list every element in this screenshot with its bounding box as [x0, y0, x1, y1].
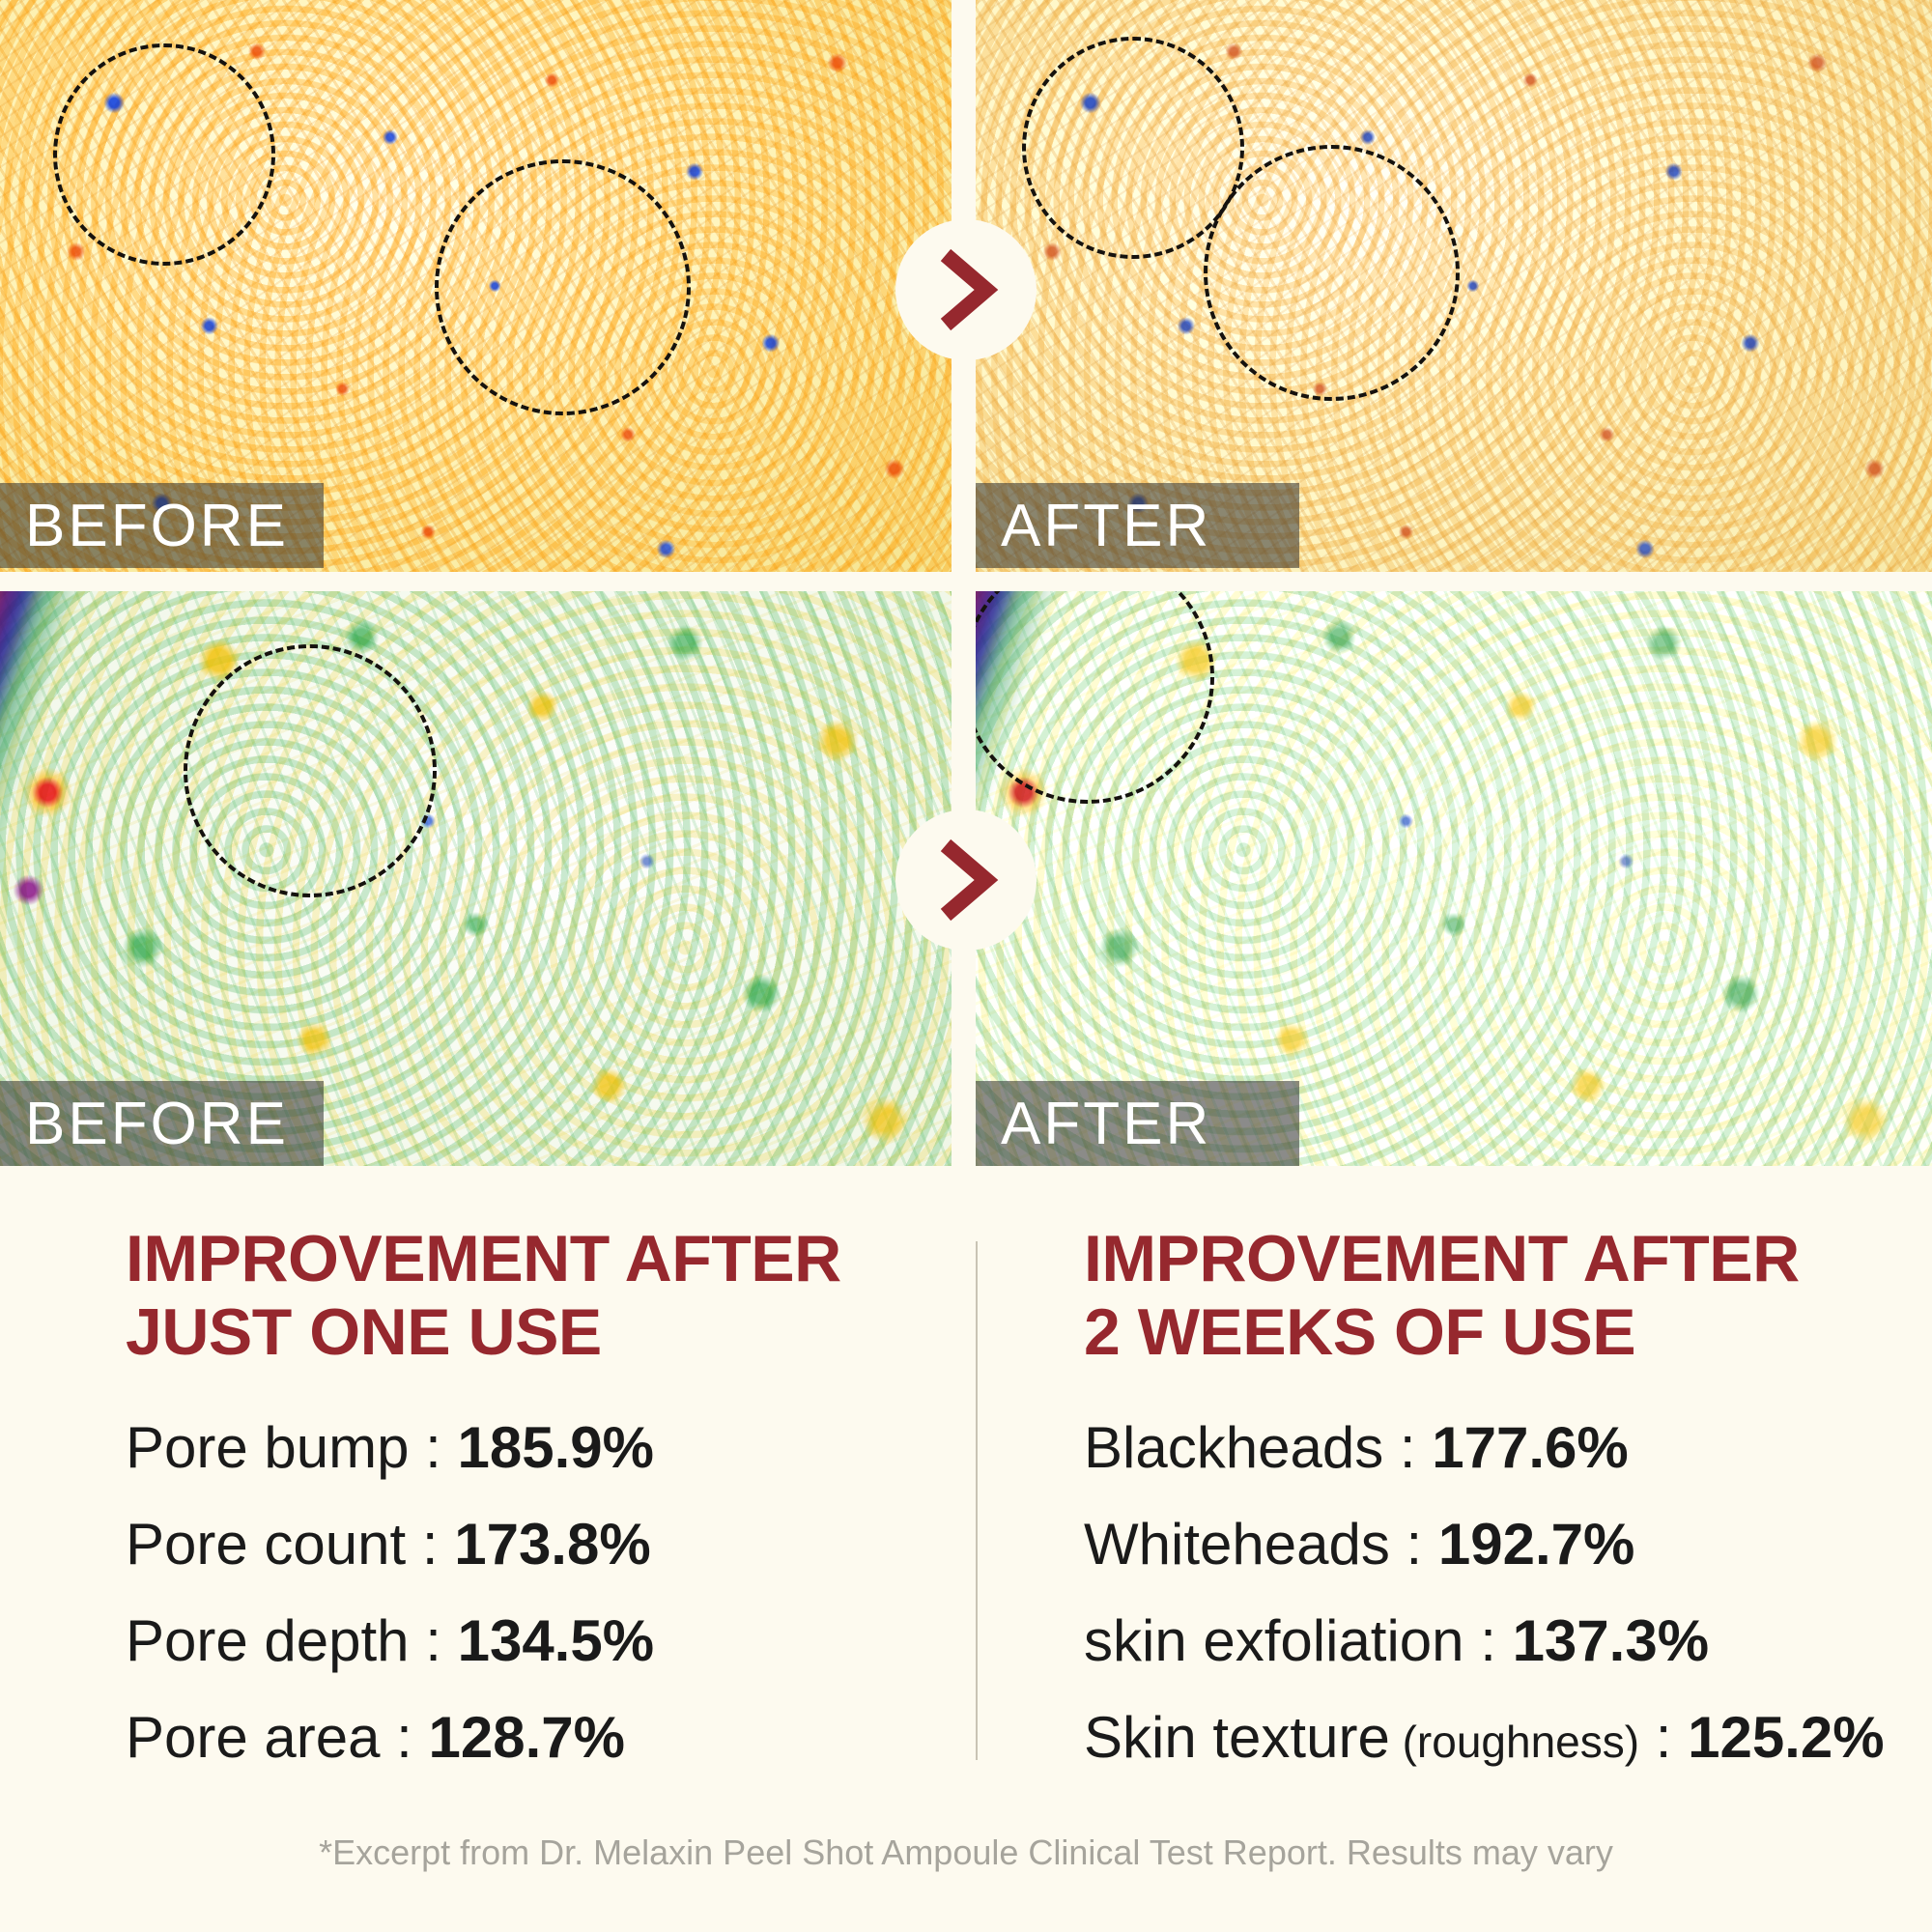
stat-value: 125.2%: [1688, 1705, 1885, 1771]
stat-list: Blackheads : 177.6% Whiteheads : 192.7% …: [1084, 1419, 1915, 1767]
analysis-circle: [976, 591, 1214, 804]
stat-row: Pore area : 128.7%: [126, 1709, 956, 1767]
footnote: *Excerpt from Dr. Melaxin Peel Shot Ampo…: [319, 1833, 1613, 1872]
stat-separator: :: [1639, 1705, 1689, 1771]
before-label-text: BEFORE: [25, 1090, 289, 1157]
results-section: IMPROVEMENT AFTER JUST ONE USE Pore bump…: [0, 1166, 1932, 1932]
stat-value: 173.8%: [454, 1512, 651, 1577]
stat-separator: :: [409, 1415, 458, 1481]
column-heading: IMPROVEMENT AFTER JUST ONE USE: [126, 1222, 841, 1370]
panel-texture-before: [0, 591, 952, 1166]
panel-pore-after: [976, 0, 1932, 572]
analysis-circle: [435, 159, 691, 415]
stat-value: 185.9%: [457, 1415, 655, 1481]
skin-map-image: [0, 591, 952, 1166]
stat-row: Whiteheads : 192.7%: [1084, 1516, 1915, 1574]
stat-label: skin exfoliation: [1084, 1608, 1464, 1674]
column-heading: IMPROVEMENT AFTER 2 WEEKS OF USE: [1084, 1222, 1800, 1370]
results-column-one-use: IMPROVEMENT AFTER JUST ONE USE Pore bump…: [126, 1222, 956, 1805]
analysis-circle: [1022, 37, 1244, 259]
stat-separator: :: [1463, 1608, 1513, 1674]
stat-label: Pore count: [126, 1512, 407, 1577]
progress-arrow-badge-bottom: [895, 810, 1037, 951]
stat-list: Pore bump : 185.9% Pore count : 173.8% P…: [126, 1419, 956, 1767]
stat-row: Pore bump : 185.9%: [126, 1419, 956, 1477]
stat-label: Whiteheads: [1084, 1512, 1390, 1577]
analysis-circle: [1204, 145, 1460, 401]
before-label-bottom: BEFORE: [0, 1081, 324, 1166]
results-columns: IMPROVEMENT AFTER JUST ONE USE Pore bump…: [0, 1222, 1932, 1821]
stat-separator: :: [1389, 1512, 1438, 1577]
stat-value: 134.5%: [457, 1608, 655, 1674]
stat-value: 137.3%: [1512, 1608, 1710, 1674]
panel-pore-before: [0, 0, 952, 572]
stat-separator: :: [409, 1608, 458, 1674]
stat-row: Pore count : 173.8%: [126, 1516, 956, 1574]
stat-sublabel: (roughness): [1389, 1717, 1640, 1768]
stat-row: Skin texture (roughness) : 125.2%: [1084, 1709, 1915, 1767]
stat-label: Pore bump: [126, 1415, 410, 1481]
stat-label: Skin texture: [1084, 1705, 1390, 1771]
before-after-grid: BEFORE AFTER BEFORE AFTER: [0, 0, 1932, 1166]
stat-value: 192.7%: [1437, 1512, 1635, 1577]
stat-separator: :: [1383, 1415, 1433, 1481]
chevron-right-icon: [930, 836, 1002, 924]
grid-gutter-horizontal: [0, 572, 1932, 591]
after-label-top: AFTER: [976, 483, 1299, 568]
stat-row: Pore depth : 134.5%: [126, 1612, 956, 1670]
stat-value: 177.6%: [1432, 1415, 1629, 1481]
stat-label: Blackheads: [1084, 1415, 1384, 1481]
chevron-right-icon: [930, 245, 1002, 334]
after-label-text: AFTER: [1001, 492, 1212, 559]
after-label-bottom: AFTER: [976, 1081, 1299, 1166]
results-column-two-weeks: IMPROVEMENT AFTER 2 WEEKS OF USE Blackhe…: [1084, 1222, 1915, 1805]
before-label-top: BEFORE: [0, 483, 324, 568]
analysis-circle: [184, 644, 437, 897]
stat-row: skin exfoliation : 137.3%: [1084, 1612, 1915, 1670]
stat-row: Blackheads : 177.6%: [1084, 1419, 1915, 1477]
column-divider: [976, 1241, 978, 1760]
stat-label: Pore area: [126, 1705, 381, 1771]
stat-value: 128.7%: [428, 1705, 626, 1771]
progress-arrow-badge-top: [895, 219, 1037, 360]
after-label-text: AFTER: [1001, 1090, 1212, 1157]
stat-label: Pore depth: [126, 1608, 410, 1674]
before-label-text: BEFORE: [25, 492, 289, 559]
panel-texture-after: [976, 591, 1932, 1166]
analysis-circle: [53, 43, 275, 266]
stat-separator: :: [406, 1512, 455, 1577]
stat-separator: :: [380, 1705, 429, 1771]
